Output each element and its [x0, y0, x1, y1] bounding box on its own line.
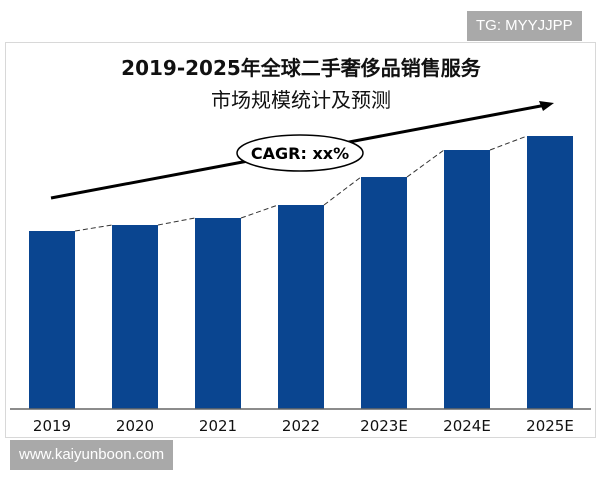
- bar-2020: [112, 225, 158, 409]
- connector-line: [323, 176, 362, 206]
- x-tick-label: 2019: [33, 417, 71, 435]
- connector-line: [240, 204, 279, 219]
- bar-chart: 2019-2025年全球二手奢侈品销售服务 市场规模统计及预测 CAGR: xx…: [10, 56, 591, 435]
- connector-line: [157, 217, 196, 226]
- x-tick-label: 2020: [116, 417, 154, 435]
- connector-line: [74, 224, 113, 232]
- bar-2019: [29, 231, 75, 409]
- cagr-label: CAGR: xx%: [251, 144, 349, 163]
- bar-2023E: [361, 177, 407, 409]
- x-tick-label: 2025E: [526, 417, 574, 435]
- chart-title-line2: 市场规模统计及预测: [211, 88, 391, 112]
- watermark-site: www.kaiyunboon.com: [10, 440, 174, 470]
- x-tick-label: 2023E: [360, 417, 408, 435]
- connector-line: [489, 135, 528, 151]
- chart-frame: 2019-2025年全球二手奢侈品销售服务 市场规模统计及预测 CAGR: xx…: [5, 42, 596, 438]
- bar-2022: [278, 205, 324, 409]
- x-tick-label: 2024E: [443, 417, 491, 435]
- chart-title-line1: 2019-2025年全球二手奢侈品销售服务: [121, 56, 482, 80]
- connector-line: [406, 149, 445, 178]
- bar-2025E: [527, 136, 573, 409]
- cagr-ellipse: [236, 134, 364, 172]
- bar-2021: [195, 218, 241, 409]
- x-tick-label: 2022: [282, 417, 320, 435]
- bar-2024E: [444, 150, 490, 409]
- x-tick-label: 2021: [199, 417, 237, 435]
- trend-arrow-head-icon: [539, 101, 554, 111]
- watermark-tg: TG: MYYJJPP: [467, 11, 582, 41]
